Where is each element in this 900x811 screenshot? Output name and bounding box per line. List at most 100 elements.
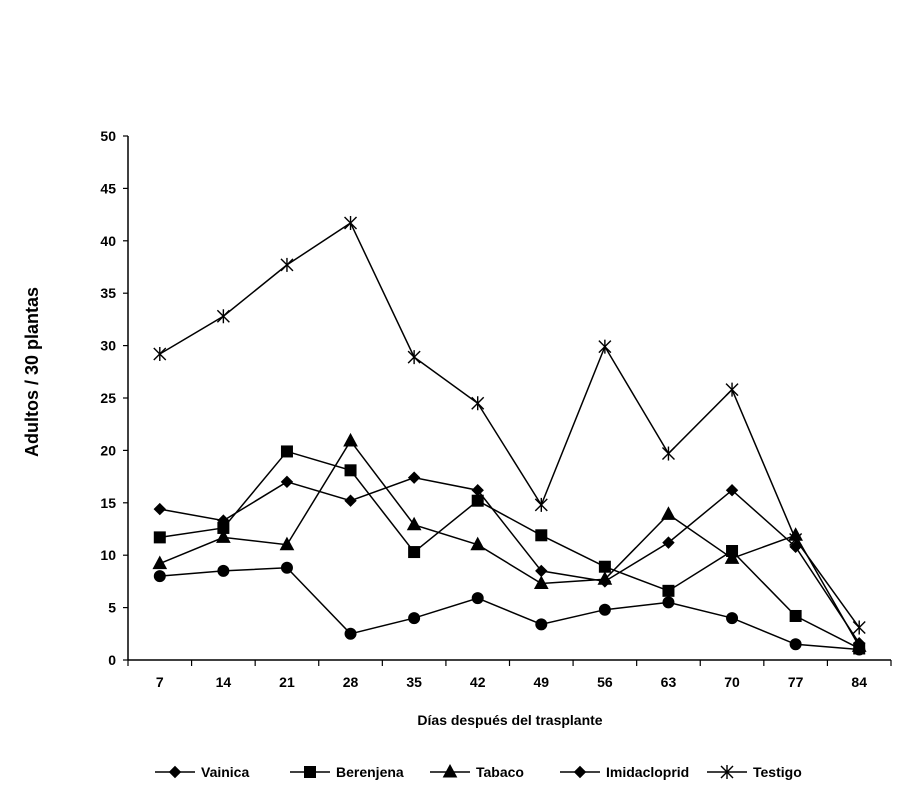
data-point — [725, 484, 739, 497]
data-point — [344, 494, 357, 507]
y-tick-label: 5 — [108, 600, 116, 616]
series-berenjena — [153, 445, 866, 655]
series-line — [159, 450, 860, 650]
data-point — [853, 643, 866, 656]
legend-label: Berenjena — [336, 764, 404, 780]
data-point — [344, 464, 357, 477]
data-point — [408, 612, 421, 625]
legend-marker — [573, 765, 587, 779]
data-point — [407, 471, 421, 484]
series-line — [159, 439, 860, 647]
data-point — [471, 396, 485, 411]
series-line — [159, 221, 860, 628]
x-tick-label: 14 — [216, 674, 232, 690]
data-point — [597, 571, 613, 585]
y-axis-label: Adultos / 30 plantas — [22, 287, 42, 457]
x-tick-label: 63 — [661, 674, 677, 690]
data-point — [408, 546, 421, 559]
x-tick-label: 21 — [279, 674, 295, 690]
data-point — [662, 596, 675, 609]
y-tick-label: 0 — [108, 652, 116, 668]
data-point — [535, 529, 548, 542]
data-point — [280, 561, 293, 574]
x-tick-label: 28 — [343, 674, 359, 690]
x-tick-label: 56 — [597, 674, 613, 690]
y-tick-label: 35 — [100, 285, 116, 301]
data-point — [216, 529, 231, 543]
data-point — [407, 350, 421, 365]
y-tick-label: 25 — [100, 390, 116, 406]
data-point — [280, 445, 293, 458]
data-point — [598, 560, 611, 573]
y-tick-label: 15 — [100, 495, 116, 511]
data-point — [535, 618, 548, 631]
data-point — [789, 532, 803, 547]
data-point — [470, 536, 486, 551]
x-tick-label: 35 — [406, 674, 422, 690]
x-tick-label: 70 — [724, 674, 740, 690]
data-point — [343, 432, 358, 447]
legend-marker — [168, 765, 182, 779]
y-tick-label: 50 — [100, 128, 116, 144]
legend-item: Testigo — [707, 764, 802, 780]
y-tick-label: 20 — [100, 442, 116, 458]
series-group — [152, 215, 867, 656]
data-point — [406, 516, 422, 531]
data-point — [724, 550, 740, 564]
data-point — [153, 502, 166, 516]
y-tick-label: 30 — [100, 338, 116, 354]
legend-label: Testigo — [753, 764, 802, 780]
data-point — [471, 494, 484, 507]
x-tick-label: 49 — [534, 674, 550, 690]
series-vainica — [153, 471, 866, 650]
data-point — [661, 446, 675, 461]
data-point — [344, 215, 358, 230]
legend: Vainica Berenjena Tabaco Imidacloprid Testig… — [155, 763, 802, 780]
y-tick-label: 40 — [100, 233, 116, 249]
data-point — [153, 531, 166, 544]
data-point — [280, 257, 294, 272]
series-tabaco — [152, 432, 867, 652]
data-point — [726, 612, 739, 625]
series-line — [159, 567, 860, 651]
data-point — [344, 627, 357, 640]
legend-item: Vainica — [155, 764, 249, 780]
x-tick-label: 42 — [470, 674, 486, 690]
y-tick-label: 10 — [100, 547, 116, 563]
data-point — [153, 346, 167, 361]
data-point — [152, 555, 168, 570]
data-point — [471, 592, 484, 605]
legend-item: Imidacloprid — [560, 764, 689, 780]
data-point — [725, 382, 739, 397]
legend-label: Imidacloprid — [606, 764, 689, 780]
series-imidacloprid — [153, 561, 866, 656]
data-point — [852, 620, 866, 635]
series-line — [159, 476, 860, 644]
data-point — [533, 575, 549, 589]
data-point — [662, 536, 675, 549]
legend-item: Berenjena — [290, 764, 404, 780]
data-point — [598, 603, 611, 616]
x-tick-label: 77 — [788, 674, 804, 690]
legend-label: Vainica — [201, 764, 249, 780]
x-tick-label: 7 — [156, 674, 164, 690]
data-point — [662, 584, 675, 597]
data-point — [279, 536, 295, 551]
x-axis-label: Días después del trasplante — [417, 712, 602, 728]
axes: 0 5 10 15 20 25 30 35 40 45 50 7 14 21 28 35 42 49 56 63 70 7… — [100, 128, 892, 690]
data-point — [661, 506, 676, 520]
legend-item: Tabaco — [430, 763, 524, 780]
series-testigo — [153, 215, 866, 635]
data-point — [217, 564, 230, 577]
data-point — [153, 570, 166, 583]
y-tick-label: 45 — [100, 180, 116, 196]
legend-marker — [304, 766, 316, 778]
data-point — [789, 638, 802, 651]
legend-marker — [442, 763, 458, 778]
data-point — [534, 497, 548, 512]
legend-label: Tabaco — [476, 764, 524, 780]
data-point — [598, 339, 612, 354]
data-point — [216, 309, 230, 324]
legend-marker — [720, 765, 734, 779]
